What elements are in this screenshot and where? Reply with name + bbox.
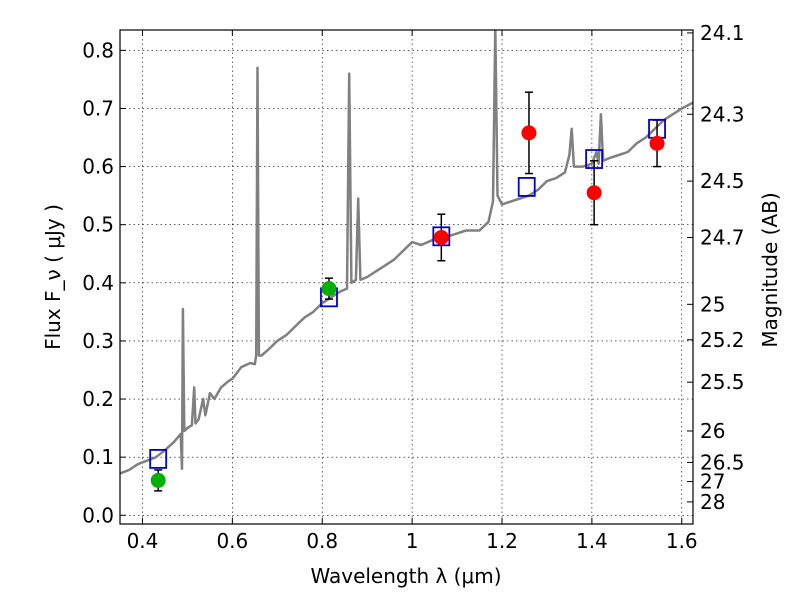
y2-tick-label: 25.5 (700, 370, 745, 394)
x-tick-label: 1.4 (576, 529, 608, 553)
plot-frame (119, 29, 694, 525)
y-tick-label: 0.0 (82, 503, 114, 527)
y2-tick-label: 25 (700, 292, 725, 316)
observed-point (150, 472, 166, 488)
y2-tick-label: 26.5 (700, 450, 745, 474)
y-tick-label: 0.5 (82, 213, 114, 237)
y-axis-label: Flux F_ν ( μJy ) (41, 204, 65, 350)
x-tick-label: 1.6 (666, 529, 698, 553)
y-tick-label: 0.6 (82, 155, 114, 179)
observed-point (586, 185, 602, 201)
y2-tick-label: 24.3 (700, 102, 745, 126)
x-tick-label: 1 (406, 529, 419, 553)
y2-tick-label: 26 (700, 419, 725, 443)
y2-tick-label: 24.5 (700, 169, 745, 193)
y2-tick-label: 28 (700, 490, 725, 514)
observed-point (649, 135, 665, 151)
x-tick-label: 0.8 (306, 529, 338, 553)
x-axis-label: Wavelength λ (μm) (310, 564, 501, 588)
y2-tick-label: 27 (700, 470, 725, 494)
grid (120, 30, 693, 524)
y-tick-label: 0.2 (82, 387, 114, 411)
errorbar-layer (154, 91, 662, 492)
model-photometry-square (517, 177, 536, 197)
x-tick-label: 1.2 (486, 529, 518, 553)
y2-tick-label: 25.2 (700, 328, 745, 352)
observed-point (433, 229, 449, 245)
y2-tick-label: 24.7 (700, 225, 745, 249)
y2-tick-label: 24.1 (700, 21, 745, 45)
model-photometry-square (585, 149, 604, 169)
model-photometry-layer (149, 118, 666, 469)
y-tick-label: 0.1 (82, 445, 114, 469)
observed-photometry-layer (150, 125, 665, 488)
spectrum-line (120, 30, 693, 475)
y2-axis-label: Magnitude (AB) (758, 192, 782, 347)
model-photometry-square (149, 449, 168, 469)
y-tick-label: 0.8 (82, 38, 114, 62)
ticks: 0.4 0.6 0.8 1 1.2 1.4 1.6 0.0 0.1 0.2 0.3 0.4 0.5 0.6… (82, 21, 744, 553)
spectrum-layer (120, 30, 693, 475)
y-tick-label: 0.4 (82, 271, 114, 295)
model-photometry-square (432, 226, 451, 247)
observed-point (321, 281, 337, 297)
observed-point (521, 125, 537, 141)
x-tick-label: 0.4 (127, 529, 159, 553)
y-tick-label: 0.3 (82, 329, 114, 353)
y-tick-label: 0.7 (82, 96, 114, 120)
x-tick-label: 0.6 (216, 529, 248, 553)
